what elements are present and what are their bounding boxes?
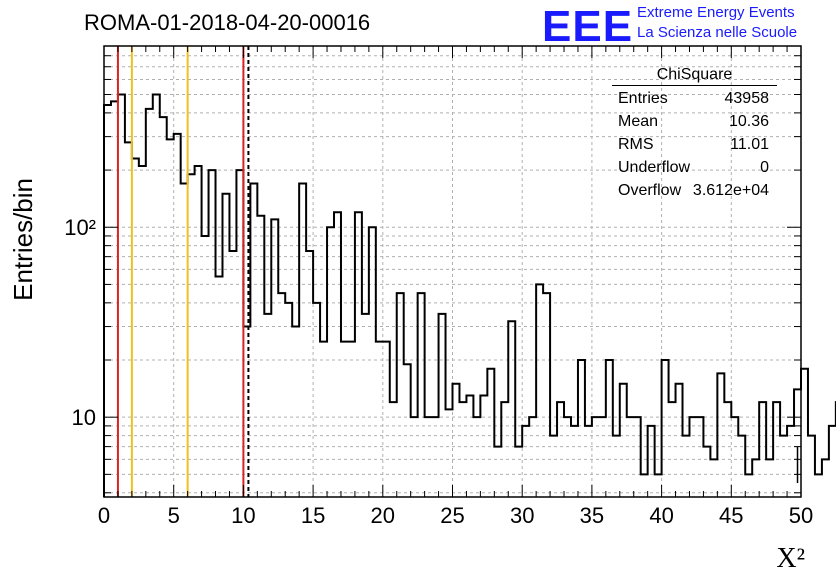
- stats-box: ChiSquare Entries 43958 Mean 10.36 RMS 11.0…: [612, 66, 777, 202]
- stats-key: Mean: [618, 113, 659, 130]
- x-tick-label: 50: [789, 503, 813, 528]
- stats-value: 11.01: [730, 136, 769, 153]
- y-axis-label: Entries/bin: [8, 178, 38, 301]
- chart-title: ROMA-01-2018-04-20-00016: [84, 10, 371, 35]
- y-tick-label: 10²: [64, 215, 96, 240]
- stats-key: Underflow: [618, 159, 691, 176]
- stats-row-underflow: Underflow 0: [612, 156, 777, 179]
- stats-row-overflow: Overflow 3.612e+04: [612, 179, 777, 202]
- stats-value: 0: [760, 159, 769, 176]
- x-tick-label: 40: [649, 503, 673, 528]
- x-tick-label: 45: [719, 503, 743, 528]
- x-tick-label: 25: [440, 503, 464, 528]
- stats-row-rms: RMS 11.01: [612, 133, 777, 156]
- x-tick-label: 10: [231, 503, 255, 528]
- stats-value: 43958: [724, 90, 770, 107]
- stats-key: Entries: [618, 90, 668, 107]
- logo-line-1: Extreme Energy Events: [637, 4, 795, 21]
- stats-key: Overflow: [618, 182, 682, 199]
- x-tick-label: 30: [510, 503, 534, 528]
- x-tick-label: 15: [301, 503, 325, 528]
- x-tick-label: 0: [98, 503, 110, 528]
- stats-value: 3.612e+04: [692, 182, 769, 199]
- x-axis-label: X²: [776, 543, 805, 572]
- stats-row-mean: Mean 10.36: [612, 110, 777, 133]
- x-tick-label: 5: [168, 503, 180, 528]
- logo-line-2: La Scienza nelle Scuole: [637, 24, 798, 41]
- y-tick-label: 10: [72, 405, 96, 430]
- stats-title: ChiSquare: [612, 66, 777, 86]
- stats-value: 10.36: [728, 113, 769, 130]
- stats-row-entries: Entries 43958: [612, 87, 777, 110]
- stats-key: RMS: [618, 136, 654, 153]
- x-tick-label: 20: [371, 503, 395, 528]
- x-tick-label: 35: [580, 503, 604, 528]
- eee-logo: EEE: [542, 2, 634, 51]
